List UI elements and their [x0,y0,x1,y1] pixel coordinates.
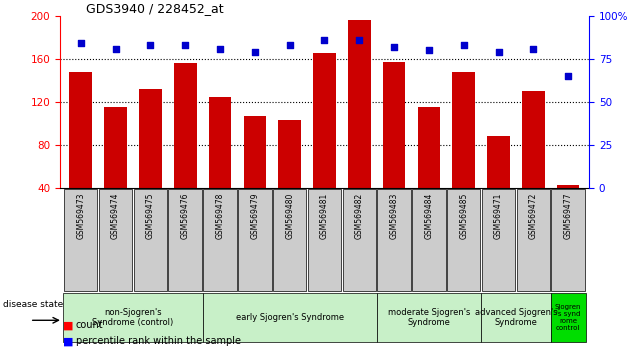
Bar [313,53,336,188]
Text: GSM569483: GSM569483 [389,193,399,239]
FancyBboxPatch shape [64,189,98,291]
FancyBboxPatch shape [203,293,377,342]
Text: early Sjogren's Syndrome: early Sjogren's Syndrome [236,313,344,322]
Point [389,44,399,50]
FancyBboxPatch shape [273,189,306,291]
Text: advanced Sjogren's
Syndrome: advanced Sjogren's Syndrome [474,308,558,327]
Text: GSM569485: GSM569485 [459,193,468,239]
Text: count: count [76,320,103,330]
Text: non-Sjogren's
Syndrome (control): non-Sjogren's Syndrome (control) [93,308,174,327]
Bar [522,91,545,188]
Bar [348,20,370,188]
Point [180,42,190,48]
Text: GSM569475: GSM569475 [146,193,155,239]
Bar [174,63,197,188]
FancyBboxPatch shape [134,189,167,291]
FancyBboxPatch shape [168,189,202,291]
Text: GSM569481: GSM569481 [320,193,329,239]
Bar [557,185,580,188]
FancyBboxPatch shape [551,189,585,291]
Text: ■: ■ [63,320,74,330]
Text: GDS3940 / 228452_at: GDS3940 / 228452_at [86,2,224,15]
Point [249,49,260,55]
FancyBboxPatch shape [481,293,551,342]
Text: ■: ■ [63,336,74,346]
FancyBboxPatch shape [551,293,585,342]
Point [146,42,156,48]
Point [215,46,225,51]
FancyBboxPatch shape [377,189,411,291]
Text: GSM569474: GSM569474 [111,193,120,239]
Text: GSM569484: GSM569484 [425,193,433,239]
Point [110,46,120,51]
FancyBboxPatch shape [517,189,550,291]
Point [76,41,86,46]
FancyBboxPatch shape [238,189,272,291]
Text: GSM569477: GSM569477 [564,193,573,239]
Point [493,49,503,55]
Text: GSM569473: GSM569473 [76,193,85,239]
Text: GSM569482: GSM569482 [355,193,364,239]
Text: GSM569472: GSM569472 [529,193,538,239]
FancyBboxPatch shape [482,189,515,291]
Bar [418,107,440,188]
Text: disease state: disease state [3,300,63,309]
Text: Sjogren
's synd
rome
control: Sjogren 's synd rome control [555,304,581,331]
Point [459,42,469,48]
Text: GSM569476: GSM569476 [181,193,190,239]
Bar [487,136,510,188]
Bar [244,116,266,188]
FancyBboxPatch shape [343,189,376,291]
Point [285,42,295,48]
FancyBboxPatch shape [99,189,132,291]
Point [354,37,364,43]
Text: GSM569479: GSM569479 [250,193,260,239]
FancyBboxPatch shape [447,189,481,291]
Point [319,37,329,43]
Bar [209,97,231,188]
FancyBboxPatch shape [307,189,341,291]
Text: GSM569480: GSM569480 [285,193,294,239]
Bar [452,72,475,188]
Bar [383,62,405,188]
Bar [104,107,127,188]
Bar [278,120,301,188]
FancyBboxPatch shape [377,293,481,342]
Text: GSM569478: GSM569478 [215,193,224,239]
FancyBboxPatch shape [203,189,237,291]
Point [424,47,434,53]
Text: GSM569471: GSM569471 [494,193,503,239]
Bar [139,89,162,188]
Point [529,46,539,51]
Bar [69,72,92,188]
FancyBboxPatch shape [64,293,203,342]
Text: percentile rank within the sample: percentile rank within the sample [76,336,241,346]
Text: moderate Sjogren's
Syndrome: moderate Sjogren's Syndrome [387,308,470,327]
Point [563,73,573,79]
FancyBboxPatch shape [412,189,445,291]
